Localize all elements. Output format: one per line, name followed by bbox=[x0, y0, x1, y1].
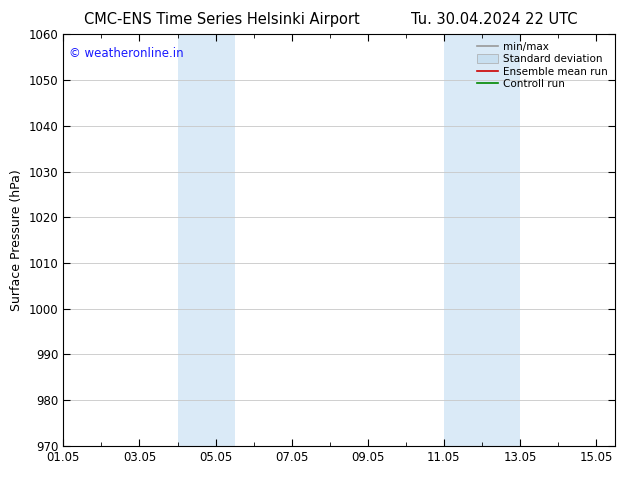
Bar bbox=[178, 34, 235, 446]
Bar bbox=[444, 34, 520, 446]
Text: Tu. 30.04.2024 22 UTC: Tu. 30.04.2024 22 UTC bbox=[411, 12, 578, 27]
Text: CMC-ENS Time Series Helsinki Airport: CMC-ENS Time Series Helsinki Airport bbox=[84, 12, 359, 27]
Legend: min/max, Standard deviation, Ensemble mean run, Controll run: min/max, Standard deviation, Ensemble me… bbox=[475, 40, 610, 92]
Text: © weatheronline.in: © weatheronline.in bbox=[69, 47, 183, 60]
Y-axis label: Surface Pressure (hPa): Surface Pressure (hPa) bbox=[10, 169, 23, 311]
